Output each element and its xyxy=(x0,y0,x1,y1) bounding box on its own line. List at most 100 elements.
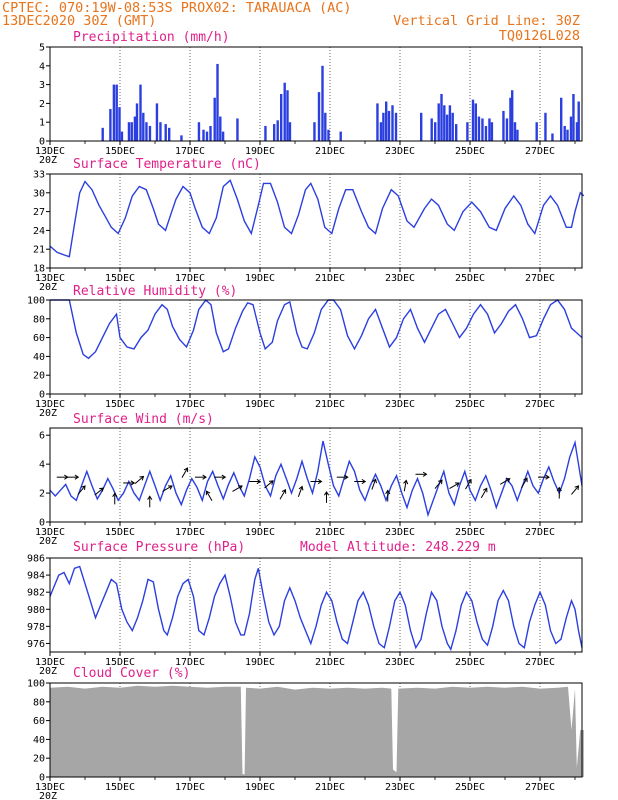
precip-bar xyxy=(145,122,148,141)
wind-arrow-head xyxy=(545,474,550,480)
wind-arrow xyxy=(112,492,118,505)
wind-arrow-shaft xyxy=(206,490,213,501)
wind-arrow-head xyxy=(361,478,367,485)
pres-ytick-label: 982 xyxy=(27,588,45,599)
wind-arrow xyxy=(521,477,528,488)
wind-arrow-head xyxy=(323,490,330,496)
precip-bar xyxy=(577,101,580,141)
wind-arrow xyxy=(205,490,213,501)
wind-ytick-label: 6 xyxy=(39,431,45,442)
wind-arrow-head xyxy=(112,492,118,498)
wind-xtick-label: 13DEC xyxy=(35,527,65,538)
precip-bar xyxy=(130,122,133,141)
wind-arrow xyxy=(214,474,227,480)
wind-arrow xyxy=(123,480,136,486)
wind-arrow-head xyxy=(81,485,86,491)
wind-arrow-shaft xyxy=(499,478,511,485)
cloud-xtick-label: 13DEC xyxy=(35,782,65,793)
precip-xtick-label: 15DEC xyxy=(105,146,135,157)
precip-bar xyxy=(385,101,388,141)
wind-arrow-head xyxy=(183,467,189,473)
pres-xtick-label: 25DEC xyxy=(455,657,485,668)
precip-bar xyxy=(112,84,116,141)
rh-ytick-label: 40 xyxy=(33,352,45,363)
header-line1: CPTEC: 070:19W-08:53S PROX02: TARAUACA (… xyxy=(2,0,352,16)
wind-arrow xyxy=(249,478,262,485)
precip-bar xyxy=(563,125,566,141)
precip-bar xyxy=(440,94,443,141)
rh-xtick-label: 17DEC xyxy=(175,399,205,410)
pres-xtick-label: 27DEC xyxy=(525,657,555,668)
wind-arrow xyxy=(571,485,580,495)
wind-arrow-head xyxy=(205,490,211,496)
pres-frame xyxy=(49,557,583,653)
precip-bar xyxy=(209,125,212,141)
precip-bar xyxy=(236,118,239,141)
wind-arrow-shaft xyxy=(480,488,488,499)
precip-bar xyxy=(115,84,118,141)
wind-xtick-label: 25DEC xyxy=(455,527,485,538)
wind-arrow xyxy=(336,474,349,480)
wind-arrow-shaft xyxy=(264,480,274,489)
temp-ytick-label: 21 xyxy=(33,245,45,256)
precip-bar xyxy=(288,122,292,141)
precip-bar xyxy=(448,105,452,141)
wind-arrow-shaft xyxy=(297,486,303,497)
wind-arrow-shaft xyxy=(403,480,407,492)
temp-frame xyxy=(49,173,583,269)
precip-title: Precipitation (mm/h) xyxy=(73,30,230,45)
precip-bar xyxy=(477,116,481,141)
precip-bar xyxy=(516,129,519,141)
cloud-ytick-label: 80 xyxy=(33,697,45,708)
precip-xtick-label: 25DEC xyxy=(455,146,485,157)
precip-bar xyxy=(513,122,517,141)
precip-bar xyxy=(490,122,494,141)
wind-arrow xyxy=(556,486,562,499)
precip-bar xyxy=(159,122,162,141)
precip-bar xyxy=(324,112,327,141)
rh-xtick-label: 25DEC xyxy=(455,399,485,410)
temp-cut-label: 20Z xyxy=(39,282,57,293)
header-date: 13DEC2020 30Z (GMT) xyxy=(2,13,156,29)
precip-ytick-label: 5 xyxy=(39,43,45,54)
precip-bar xyxy=(451,112,454,141)
wind-arrow xyxy=(538,474,550,480)
precip-bar xyxy=(437,103,440,141)
wind-arrow-head xyxy=(268,480,274,485)
precip-bar xyxy=(505,118,509,141)
pres-panel: Surface Pressure (hPa) Model Altitude: 24… xyxy=(27,540,583,677)
pres-ytick-label: 976 xyxy=(27,639,45,650)
cloud-ytick-label: 60 xyxy=(33,716,45,727)
temp-xtick-label: 13DEC xyxy=(35,273,65,284)
rh-xtick-label: 27DEC xyxy=(525,399,555,410)
temp-xtick-label: 21DEC xyxy=(315,273,345,284)
wind-arrow xyxy=(465,478,472,490)
rh-xtick-label: 23DEC xyxy=(385,399,415,410)
wind-arrow-head xyxy=(202,474,207,480)
wind-arrow-shaft xyxy=(279,489,286,500)
precip-bar xyxy=(327,129,330,141)
wind-arrow-head xyxy=(99,487,104,493)
wind-arrow-head xyxy=(317,478,323,485)
precip-ytick-label: 3 xyxy=(39,80,45,91)
precip-bar xyxy=(286,90,289,141)
precip-bar xyxy=(566,129,569,141)
wind-arrow-head xyxy=(139,475,145,481)
precip-bar xyxy=(216,63,219,141)
precip-bar xyxy=(488,118,491,141)
wind-arrow-head xyxy=(167,485,173,490)
wind-arrow-head xyxy=(403,479,409,485)
wind-arrow-head xyxy=(438,479,443,485)
wind-arrow-shaft xyxy=(521,477,528,488)
precip-xtick-label: 17DEC xyxy=(175,146,205,157)
cloud-xtick-label: 17DEC xyxy=(175,782,205,793)
precip-bar xyxy=(139,84,142,141)
precip-bar xyxy=(466,122,469,141)
header-model-code: TQ0126L028 xyxy=(499,28,580,44)
precip-bar xyxy=(443,105,446,141)
precip-xtick-label: 19DEC xyxy=(245,146,275,157)
pres-ytick-label: 980 xyxy=(27,605,45,616)
precip-bar xyxy=(387,110,391,141)
pres-title: Surface Pressure (hPa) xyxy=(73,540,245,555)
precip-cut-label: 20Z xyxy=(39,155,57,166)
